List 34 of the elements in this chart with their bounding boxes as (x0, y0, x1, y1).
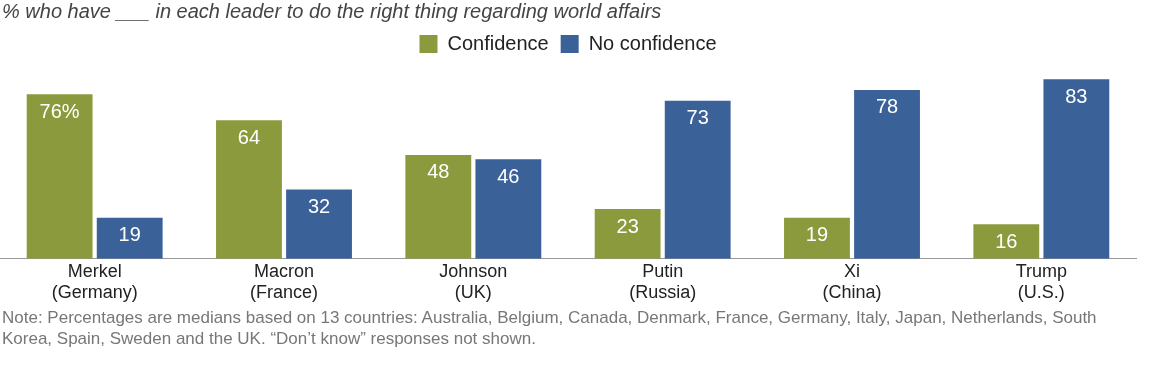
data-label: 23 (616, 214, 639, 237)
bar (475, 159, 542, 259)
x-tick-label: Merkel (Germany) (51, 260, 138, 303)
data-label: 78 (875, 95, 899, 118)
data-label: 83 (1065, 84, 1088, 107)
data-label: 32 (307, 195, 331, 218)
bar (664, 100, 731, 259)
text: Note: Percentages are medians based on 13 countries: Australia, Belgium, Canada, Denmark, France, Germany, Italy, Japan, Netherlands, South Korea, Spain, Sweden and the UK. “Don’t know” responses not shown. (2, 307, 1098, 349)
x-tick-label: Xi (China) (822, 260, 882, 303)
bar (96, 217, 163, 259)
data-label: 19 (805, 223, 829, 246)
legend-label: Confidence (447, 31, 549, 54)
bar (26, 94, 93, 259)
data-label: 76% (39, 99, 80, 122)
bar (216, 120, 282, 259)
data-label: 64 (237, 125, 261, 148)
x-tick-label: Trump (U.S.) (1015, 260, 1068, 303)
chart-title: % who have ___ in each leader to do the right thing regarding world affairs (2, 0, 662, 23)
bar (286, 189, 352, 259)
x-tick-label: Putin (Russia) (629, 260, 697, 303)
data-label: 19 (118, 223, 141, 246)
legend-label: No confidence (588, 31, 717, 54)
data-label: 48 (427, 160, 450, 183)
bar (405, 154, 472, 259)
x-tick-label: Johnson (UK) (439, 260, 508, 303)
data-label: 16 (995, 229, 1018, 252)
bar (784, 217, 850, 259)
bar (854, 89, 920, 259)
data-label: 46 (497, 164, 520, 187)
data-label: 73 (686, 106, 709, 129)
bar (1043, 79, 1110, 259)
bar (973, 224, 1040, 259)
x-tick-label: Macron (France) (249, 260, 319, 303)
bar (594, 209, 661, 259)
